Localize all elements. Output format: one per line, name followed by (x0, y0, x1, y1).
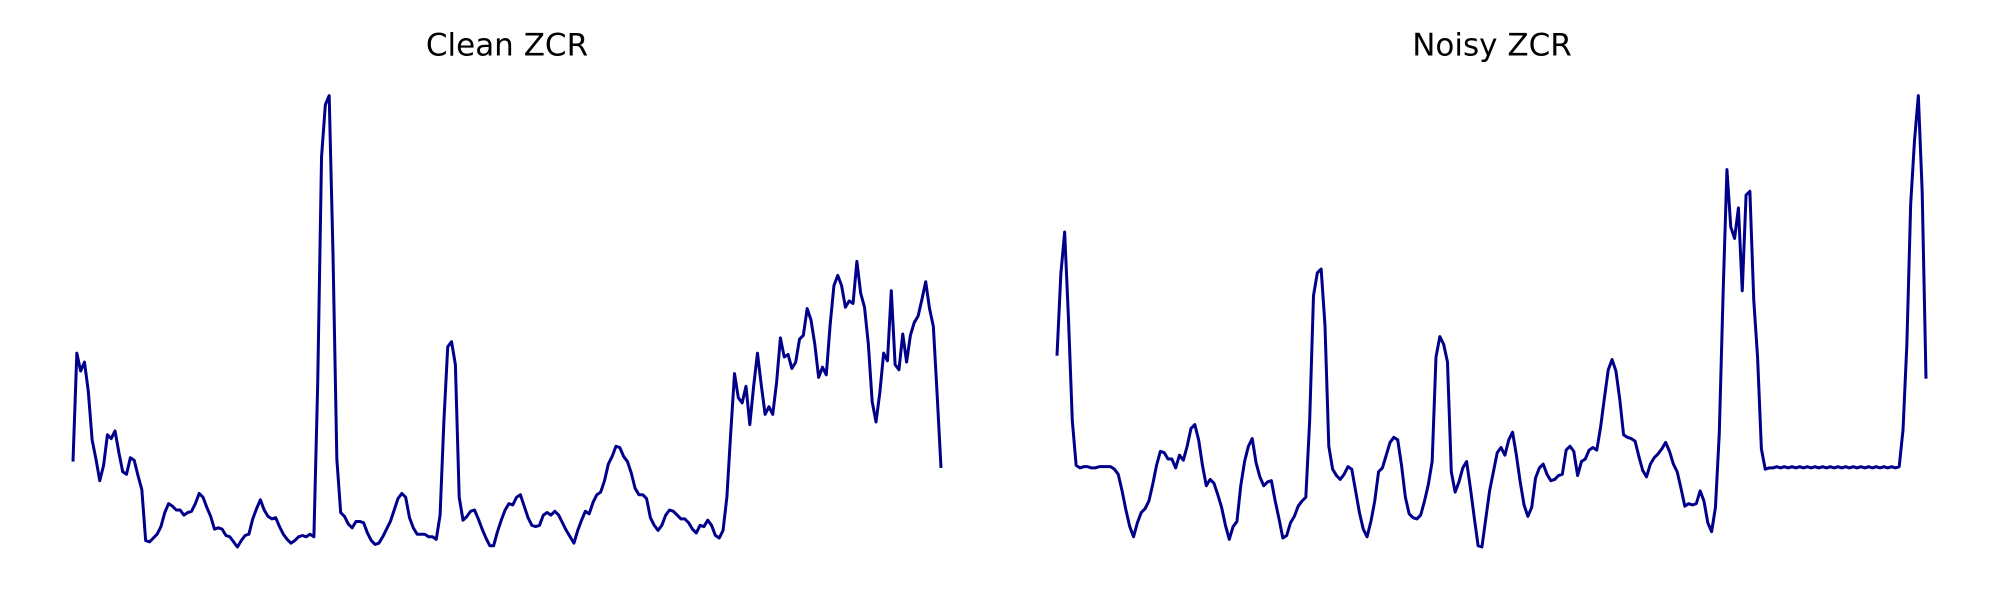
line (1055, 94, 1928, 549)
chart-title: Noisy ZCR (1412, 28, 1572, 64)
line (71, 94, 943, 549)
chart-title: Clean ZCR (426, 28, 588, 64)
